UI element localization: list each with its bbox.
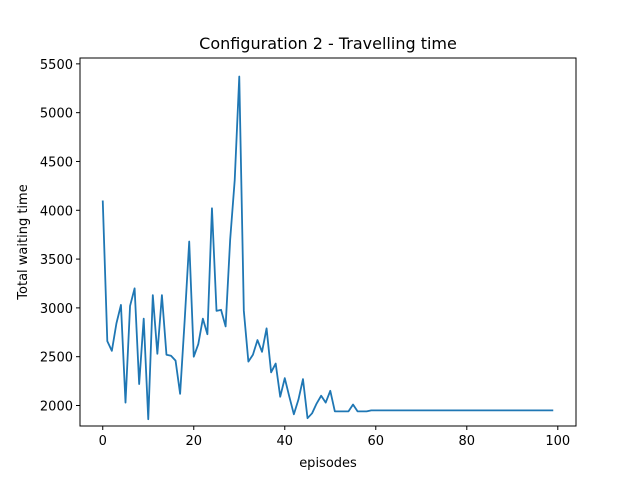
chart-title: Configuration 2 - Travelling time (199, 34, 457, 53)
x-tick-label: 20 (185, 434, 202, 449)
x-tick-label: 80 (459, 434, 476, 449)
x-tick-label: 40 (276, 434, 293, 449)
plot-area (101, 75, 554, 421)
plot-frame (79, 57, 577, 427)
y-tick-label: 3500 (40, 253, 73, 268)
y-tick-label: 4500 (40, 155, 73, 170)
y-axis: 2000 2500 3000 3500 4000 4500 5000 5500 (40, 58, 80, 415)
y-tick-label: 3000 (40, 302, 73, 317)
y-tick-label: 5000 (40, 107, 73, 122)
x-axis-label: episodes (299, 456, 357, 471)
x-tick-label: 100 (545, 434, 570, 449)
x-axis: 0 20 40 60 80 100 (99, 426, 570, 449)
series-line (101, 75, 554, 421)
y-tick-label: 5500 (40, 58, 73, 73)
x-tick-label: 0 (99, 434, 107, 449)
x-tick-label: 60 (368, 434, 385, 449)
y-axis-label: Total waiting time (16, 184, 31, 300)
y-tick-label: 4000 (40, 204, 73, 219)
y-tick-label: 2500 (40, 351, 73, 366)
y-tick-label: 2000 (40, 400, 73, 415)
